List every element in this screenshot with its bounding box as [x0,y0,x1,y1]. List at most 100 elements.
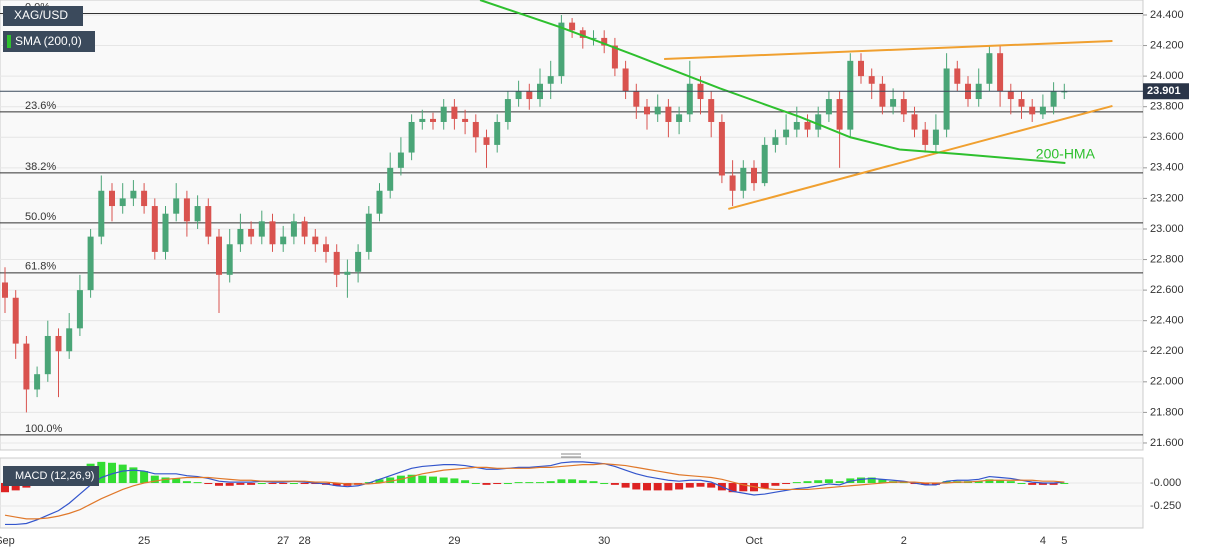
macd-histogram-bar [461,480,470,484]
macd-histogram-bar [525,482,534,484]
macd-histogram-bar [247,483,256,485]
macd-histogram-bar [11,483,20,491]
macd-histogram-bar [985,479,994,484]
macd-label: MACD (12,26,9) [15,470,94,482]
candle-body [365,213,372,252]
fib-label: 50.0% [25,211,56,223]
candle-body [269,221,276,245]
overlay-box [3,31,95,52]
candle-body [932,129,939,145]
macd-histogram-bar [418,475,427,484]
y-tick-label: -0.250 [1150,500,1181,512]
candle-body [301,221,308,237]
macd-histogram-bar [1006,481,1015,484]
x-tick-label: 27 [277,535,289,547]
candle-body [451,106,458,119]
macd-histogram-bar [118,464,127,484]
macd-panel [0,457,1144,529]
macd-histogram-bar [97,461,106,484]
candle-body [601,37,608,46]
macd-histogram-bar [1017,483,1026,485]
candle-body [44,335,51,375]
candle-body [1018,99,1025,107]
price-panel [0,0,1144,451]
macd-histogram-bar [760,483,769,489]
macd-histogram-bar [386,477,395,484]
candle-body [761,144,768,184]
candle-body [34,374,41,390]
candle-body [1029,106,1036,115]
candle-body [355,251,362,272]
candle-body [718,121,725,176]
macd-histogram-bar [675,483,684,490]
candle-body [141,190,148,207]
candle-body [751,167,757,184]
candle-body [590,37,597,39]
candle-body [280,236,287,245]
candle-body [729,175,736,191]
macd-histogram-bar [632,483,641,490]
y-tick-label: 22.600 [1150,284,1184,296]
candle-body [162,213,169,252]
macd-histogram-bar [942,481,951,484]
candle-body [23,343,30,390]
candle-body [900,99,907,115]
candle-body [633,91,640,107]
candle-body [151,206,158,252]
macd-histogram-bar [610,483,619,485]
candle-body [376,190,383,214]
candle-body [825,99,832,115]
macd-histogram-bar [557,479,566,484]
candle-body [194,206,201,222]
candle-body [954,68,961,84]
y-tick-label: 24.000 [1150,70,1184,82]
macd-histogram-bar [782,483,791,485]
macd-histogram-bar [236,483,245,485]
candle-body [922,129,929,145]
candle-body [472,121,479,138]
hma-line [479,0,1066,164]
candle-body [504,99,511,122]
macd-histogram-bar [739,483,748,492]
candle-body [943,68,950,130]
candle-body [515,91,522,100]
y-tick-label: 23.400 [1150,162,1184,174]
candle-body [344,271,351,275]
candle-body [579,30,586,38]
macd-histogram-bar [835,481,844,484]
macd-histogram-bar [204,483,213,485]
macd-histogram-bar [996,480,1005,484]
candle-body [622,68,629,92]
candle-body [772,137,779,145]
macd-histogram-bar [803,481,812,484]
macd-histogram-bar [664,483,673,491]
macd-histogram-bar [621,483,630,488]
macd-histogram-bar [108,462,116,484]
y-tick-label: 24.200 [1150,39,1184,51]
candle-body [290,221,297,237]
x-tick-label: 29 [448,535,460,547]
macd-histogram-bar [514,482,523,484]
candle-body [708,99,715,122]
macd-histogram-bar [450,478,459,484]
y-tick-label: 21.600 [1150,437,1184,449]
candle-body [879,83,886,107]
candle-body [76,290,83,329]
candle-body [183,198,190,222]
y-tick-label: 22.000 [1150,376,1184,388]
x-tick-label: 2 [901,535,907,547]
candle-body [312,236,319,245]
candle-body [333,251,340,275]
macd-histogram-bar [1049,483,1058,485]
macd-histogram-bar [931,483,940,485]
candle-body [248,228,255,237]
candle-body [783,129,790,138]
macd-histogram-bar [921,483,930,485]
candle-body [654,106,661,115]
macd-histogram-bar [696,483,705,487]
candle-body [804,121,811,130]
macd-histogram-bar [707,483,716,488]
symbol-box [3,6,83,26]
trendline [728,104,1113,210]
